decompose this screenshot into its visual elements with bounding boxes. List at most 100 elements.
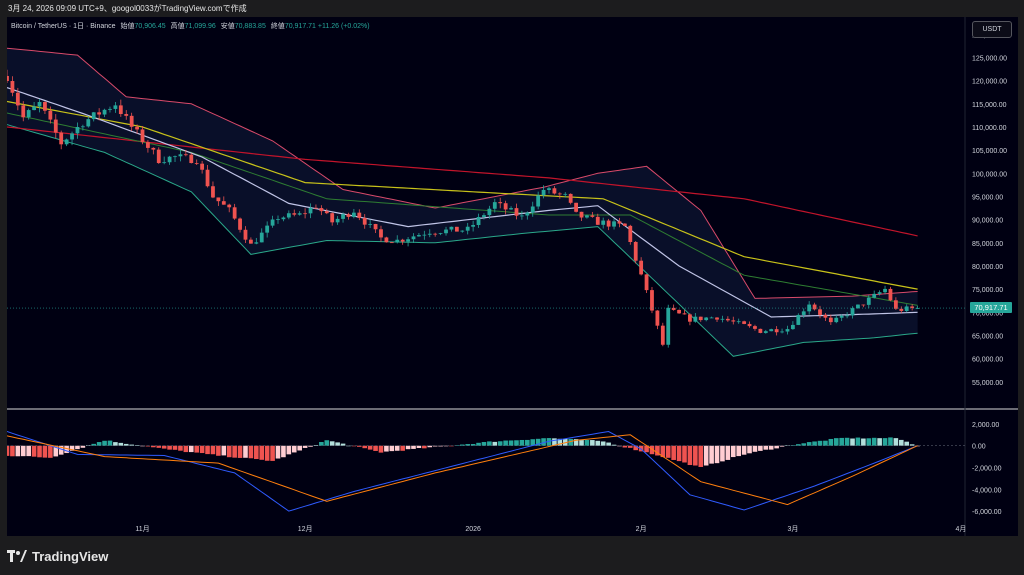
candle-body bbox=[211, 186, 215, 198]
macd-histogram-bar bbox=[703, 445, 709, 466]
macd-histogram-bar bbox=[888, 437, 893, 446]
candle-body bbox=[785, 329, 790, 332]
macd-histogram-bar bbox=[459, 444, 465, 446]
macd-histogram-bar bbox=[904, 441, 910, 446]
candle-body bbox=[547, 188, 551, 190]
time-tick-label: 2月 bbox=[636, 525, 647, 533]
candle-body bbox=[704, 317, 709, 321]
candle-body bbox=[146, 142, 150, 148]
time-tick-label: 12月 bbox=[298, 525, 313, 533]
macd-histogram-bar bbox=[113, 442, 118, 446]
ma-white-line bbox=[7, 87, 918, 318]
macd-histogram-bar bbox=[487, 441, 492, 446]
candle-body bbox=[427, 233, 432, 235]
candle-body bbox=[915, 308, 920, 309]
chart-frame[interactable]: 130,000.00125,000.00120,000.00115,000.00… bbox=[7, 17, 1018, 536]
candle-body bbox=[471, 225, 476, 227]
candle-body bbox=[433, 233, 438, 235]
candle-body bbox=[742, 321, 747, 324]
macd-histogram-bar bbox=[562, 438, 568, 446]
symbol-label[interactable]: Bitcoin / TetherUS · 1日 · Binance bbox=[11, 23, 116, 30]
price-tick-label: 70,000.00 bbox=[972, 310, 1003, 317]
candle-body bbox=[249, 239, 253, 244]
candle-body bbox=[162, 162, 167, 164]
macd-histogram-bar bbox=[796, 444, 801, 446]
candle-body bbox=[693, 316, 698, 322]
macd-histogram-bar bbox=[850, 438, 855, 446]
candle-body bbox=[498, 202, 503, 204]
candle-body bbox=[59, 132, 64, 145]
macd-histogram-bar bbox=[107, 440, 113, 446]
macd-histogram-bar bbox=[508, 440, 514, 446]
macd-histogram-bar bbox=[844, 437, 850, 446]
candle-body bbox=[102, 109, 107, 115]
macd-tick-label: -6,000.00 bbox=[972, 509, 1002, 516]
candle-body bbox=[644, 274, 649, 291]
candle-body bbox=[43, 102, 47, 111]
price-tick-label: 105,000.00 bbox=[972, 148, 1007, 155]
candle-body bbox=[64, 139, 69, 145]
candle-body bbox=[552, 188, 557, 194]
candle-body bbox=[715, 317, 719, 320]
candle-body bbox=[140, 129, 145, 143]
candle-body bbox=[677, 309, 681, 314]
candle-body bbox=[910, 306, 915, 308]
candle-body bbox=[698, 316, 703, 321]
time-tick-label: 11月 bbox=[135, 525, 149, 533]
candle-body bbox=[557, 193, 562, 195]
ohlc-legend: Bitcoin / TetherUS · 1日 · Binance 始値70,9… bbox=[11, 21, 370, 31]
macd-histogram-bar bbox=[628, 445, 633, 448]
macd-histogram-bar bbox=[503, 440, 508, 446]
macd-histogram-bar bbox=[411, 445, 416, 449]
candle-body bbox=[351, 212, 356, 217]
candle-body bbox=[411, 236, 416, 240]
candle-body bbox=[861, 304, 866, 306]
price-tick-label: 115,000.00 bbox=[972, 102, 1007, 109]
candle-body bbox=[460, 230, 465, 232]
macd-histogram-bar bbox=[768, 445, 774, 450]
macd-histogram-bar bbox=[709, 445, 714, 464]
macd-line bbox=[7, 430, 918, 512]
macd-histogram-bar bbox=[644, 445, 649, 453]
candle-body bbox=[617, 221, 622, 224]
candle-body bbox=[297, 213, 302, 215]
macd-histogram-bar bbox=[145, 445, 151, 447]
candle-body bbox=[536, 195, 541, 207]
candle-body bbox=[167, 156, 172, 163]
candle-body bbox=[303, 213, 307, 215]
macd-histogram-bar bbox=[665, 445, 671, 458]
macd-histogram-bar bbox=[58, 445, 64, 455]
candle-body bbox=[232, 207, 237, 219]
macd-histogram-bar bbox=[655, 445, 660, 456]
candle-body bbox=[324, 211, 329, 214]
macd-histogram-bar bbox=[329, 441, 335, 446]
macd-tick-label: -2,000.00 bbox=[972, 466, 1002, 473]
bollinger-band-fill bbox=[7, 48, 918, 357]
open-label: 始値 bbox=[120, 23, 135, 30]
candle-body bbox=[178, 154, 183, 157]
macd-histogram-bar bbox=[806, 442, 812, 446]
chart-svg[interactable]: 130,000.00125,000.00120,000.00115,000.00… bbox=[7, 17, 1018, 536]
price-tick-label: 85,000.00 bbox=[972, 241, 1003, 248]
macd-histogram-bar bbox=[20, 445, 26, 457]
ma-green-line bbox=[7, 112, 918, 306]
macd-histogram-bar bbox=[909, 444, 915, 446]
candle-body bbox=[709, 317, 714, 319]
macd-histogram-bar bbox=[866, 438, 872, 446]
candle-body bbox=[579, 211, 584, 218]
macd-histogram-bar bbox=[514, 440, 519, 446]
macd-histogram-bar bbox=[91, 443, 97, 446]
open-value: 70,906.45 bbox=[134, 23, 166, 30]
macd-histogram-bar bbox=[42, 445, 48, 458]
currency-badge[interactable]: USDT bbox=[972, 21, 1012, 38]
macd-histogram-bar bbox=[172, 445, 178, 450]
macd-histogram-bar bbox=[75, 445, 80, 450]
macd-histogram-bar bbox=[31, 445, 37, 457]
macd-histogram-bar bbox=[839, 437, 844, 446]
macd-histogram-bar bbox=[422, 445, 427, 449]
candle-body bbox=[319, 208, 324, 212]
macd-histogram-bar bbox=[557, 438, 563, 446]
candle-body bbox=[368, 223, 373, 225]
candle-body bbox=[839, 315, 844, 318]
macd-histogram-bar bbox=[698, 445, 704, 467]
